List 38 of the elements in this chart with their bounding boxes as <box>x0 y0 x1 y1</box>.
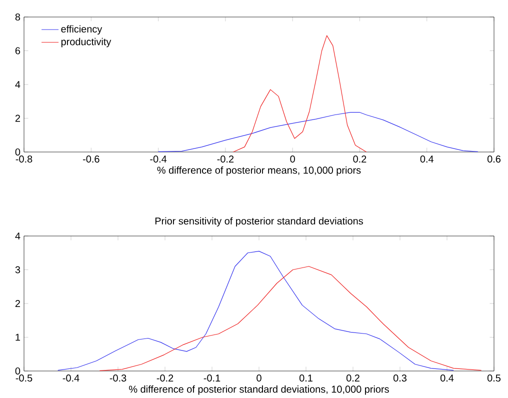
y-tick-label: 8 <box>15 13 20 21</box>
x-tick-label: 0.3 <box>393 374 406 382</box>
line-series <box>232 35 367 152</box>
x-tick-label: 0 <box>290 156 295 163</box>
x-tick-label: 0.1 <box>299 374 312 382</box>
x-axis-title: % difference of posterior means, 10,000 priors <box>157 166 361 176</box>
x-tick-label: 0.2 <box>353 156 366 163</box>
x-tick-label: 0.4 <box>440 374 454 382</box>
line-series <box>99 266 482 371</box>
y-tick-label: 1 <box>16 334 20 341</box>
y-tick-label: 0 <box>15 148 20 156</box>
line-series <box>58 250 454 371</box>
legend-label: efficiency <box>61 25 102 35</box>
y-tick-label: 3 <box>15 266 20 274</box>
x-axis-title: % difference of posterior standard deviations, 10,000 priors <box>129 385 389 395</box>
x-tick-label: -0.5 <box>16 374 32 382</box>
x-tick-label: -0.8 <box>16 156 32 163</box>
chart-title: Prior sensitivity of posterior standard deviations <box>155 217 363 226</box>
x-tick-label: -0.2 <box>217 156 234 163</box>
x-tick-label: 0.2 <box>346 374 360 382</box>
y-tick-label: 4 <box>15 232 20 240</box>
y-tick-label: 2 <box>15 300 20 307</box>
x-tick-label: 0.5 <box>487 374 501 382</box>
y-tick-label: 0 <box>15 367 20 375</box>
y-tick-label: 2 <box>15 114 20 122</box>
x-tick-label: 0.4 <box>420 156 434 163</box>
x-tick-label: -0.4 <box>62 374 80 382</box>
x-tick-label: -0.3 <box>110 374 126 382</box>
y-tick-label: 6 <box>15 47 20 54</box>
legend-label: productivity <box>61 38 112 48</box>
x-tick-label: 0.6 <box>487 156 501 163</box>
line-series <box>158 112 478 152</box>
x-tick-label: -0.4 <box>150 156 167 163</box>
x-tick-label: -0.6 <box>83 156 100 163</box>
x-tick-label: 0 <box>256 374 262 382</box>
x-tick-label: -0.1 <box>204 374 220 382</box>
x-tick-label: -0.2 <box>156 374 174 382</box>
y-tick-label: 4 <box>15 81 20 88</box>
